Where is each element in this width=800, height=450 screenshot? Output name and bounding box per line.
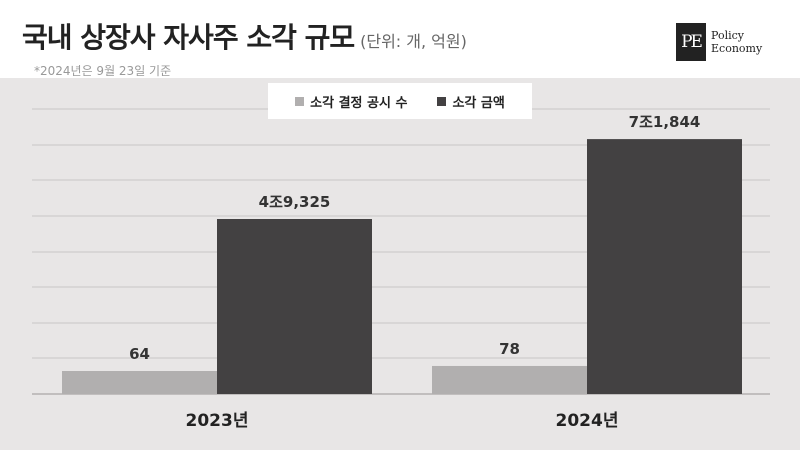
bar-amount-1 xyxy=(587,139,742,394)
bar-amount-0 xyxy=(217,219,372,394)
logo-line-2: Economy xyxy=(711,42,763,55)
logo-mark: PE xyxy=(676,23,706,61)
data-label-amount-0: 4조9,325 xyxy=(259,193,331,211)
legend-swatch-count xyxy=(295,96,305,106)
legend-label-amount: 소각 금액 xyxy=(452,95,505,111)
legend: 소각 결정 공시 수 소각 금액 xyxy=(268,83,532,119)
policy-economy-logo: PE Policy Economy xyxy=(676,22,762,62)
legend-item-amount: 소각 금액 xyxy=(437,92,505,111)
legend-item-count: 소각 결정 공시 수 xyxy=(295,92,407,111)
category-label-0: 2023년 xyxy=(186,411,249,431)
legend-swatch-amount xyxy=(437,96,447,106)
data-label-count-1: 78 xyxy=(499,340,520,358)
chart-title: 국내 상장사 자사주 소각 규모 (단위: 개, 억원) xyxy=(22,21,467,54)
logo-text: Policy Economy xyxy=(711,29,762,55)
data-label-amount-1: 7조1,844 xyxy=(629,113,701,131)
category-label-1: 2024년 xyxy=(556,411,619,431)
unit-label: (단위: 개, 억원) xyxy=(360,32,467,51)
legend-label-count: 소각 결정 공시 수 xyxy=(310,95,408,111)
data-label-count-0: 64 xyxy=(129,345,150,363)
bar-count-0 xyxy=(62,371,217,394)
logo-line-1: Policy xyxy=(711,29,744,42)
bar-count-1 xyxy=(432,365,587,394)
date-note: *2024년은 9월 23일 기준 xyxy=(34,64,172,78)
